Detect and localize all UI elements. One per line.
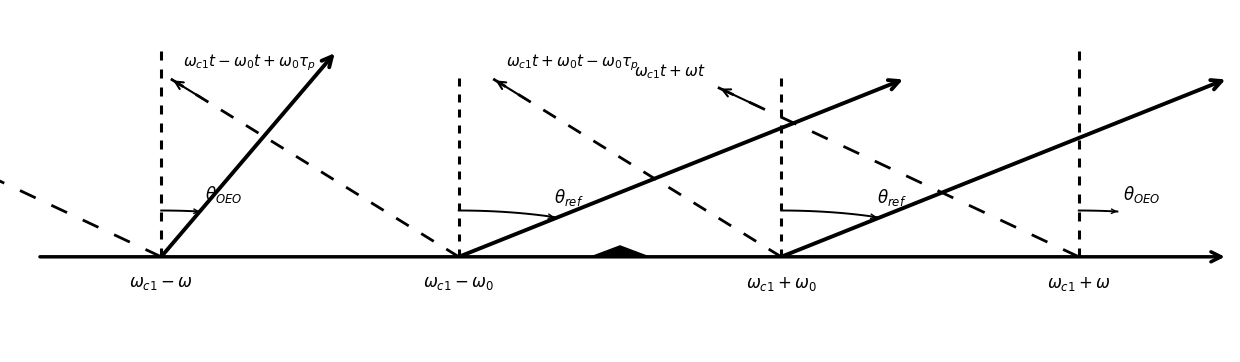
Text: $\theta_{ref}$: $\theta_{ref}$: [877, 187, 906, 208]
Text: $\omega_{c1} - \omega$: $\omega_{c1} - \omega$: [129, 275, 193, 292]
Text: $\omega_{c1} + \omega$: $\omega_{c1} + \omega$: [1047, 275, 1111, 293]
Text: $\omega_{c1} + \omega_0$: $\omega_{c1} + \omega_0$: [745, 275, 817, 293]
Text: $\omega_{c1} - \omega_0$: $\omega_{c1} - \omega_0$: [423, 275, 495, 292]
Text: $\omega_{c1}t + \omega t$: $\omega_{c1}t + \omega t$: [634, 63, 706, 81]
Text: $\theta_{ref}$: $\theta_{ref}$: [554, 187, 584, 208]
Text: $\omega_{c1}t + \omega_0 t - \omega_0\tau_p$: $\omega_{c1}t + \omega_0 t - \omega_0\ta…: [506, 52, 639, 73]
Text: $\theta_{OEO}$: $\theta_{OEO}$: [1123, 184, 1161, 205]
Text: $\theta_{OEO}$: $\theta_{OEO}$: [206, 184, 243, 205]
Text: $\omega_{c1}t - \omega_0 t + \omega_0\tau_p$: $\omega_{c1}t - \omega_0 t + \omega_0\ta…: [184, 52, 316, 73]
Polygon shape: [593, 246, 647, 256]
